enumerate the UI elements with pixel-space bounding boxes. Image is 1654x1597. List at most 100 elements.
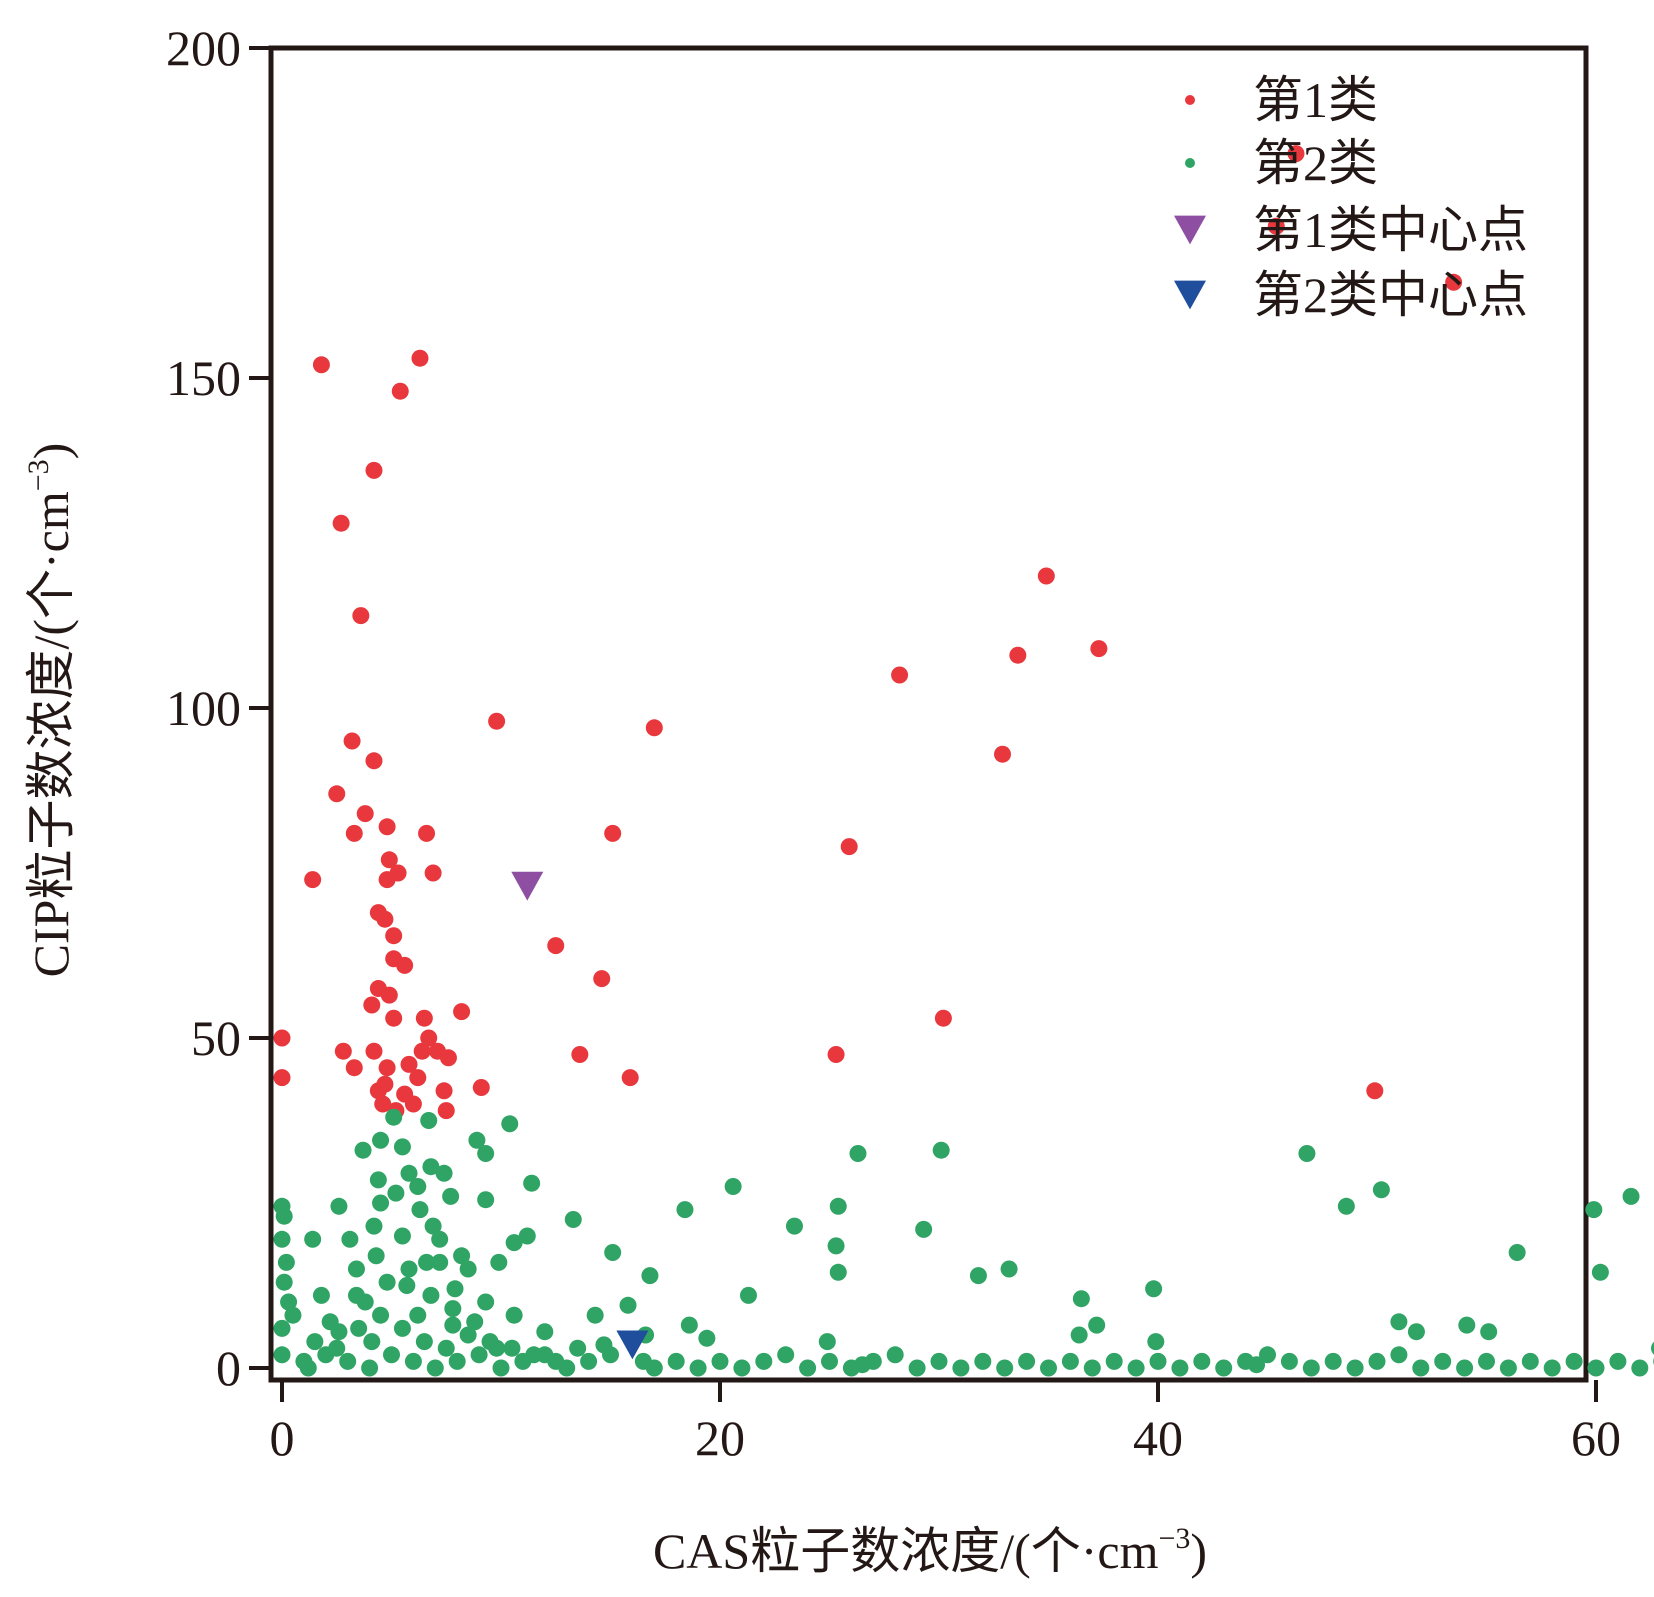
series-1-point — [385, 1009, 403, 1027]
series-1-point — [994, 745, 1012, 763]
series-1-point — [376, 910, 394, 928]
series-2-point — [1609, 1352, 1627, 1370]
y-tick-label: 200 — [166, 20, 241, 76]
series-2-point — [341, 1230, 359, 1248]
series-1-point — [345, 1059, 363, 1077]
series-2-point — [304, 1230, 322, 1248]
series-1-point — [645, 719, 663, 737]
series-2-point — [503, 1339, 521, 1357]
series-1-point — [411, 349, 429, 367]
series-2-point — [415, 1333, 433, 1351]
series-2-point — [849, 1145, 867, 1162]
series-2-point — [915, 1220, 933, 1238]
series-2-point — [1302, 1359, 1320, 1377]
series-1-point — [593, 970, 611, 988]
series-2-point — [409, 1306, 427, 1324]
series-2-point — [1324, 1352, 1342, 1370]
series-2-point — [424, 1217, 442, 1235]
series-2-point — [952, 1359, 970, 1377]
series-1-point — [343, 732, 361, 750]
series-2-point — [442, 1187, 460, 1205]
series-2-point — [369, 1171, 387, 1189]
series-2-point — [398, 1277, 416, 1294]
series-2-point — [676, 1201, 694, 1219]
series-2-point — [829, 1197, 847, 1215]
series-1-point — [328, 785, 346, 803]
x-tick-label: 0 — [270, 1410, 295, 1466]
series-2-point — [422, 1158, 440, 1176]
series-2-point — [273, 1319, 291, 1337]
series-2-point — [444, 1300, 462, 1318]
series-2-point — [827, 1237, 845, 1255]
series-2-point — [580, 1352, 598, 1370]
series-2-point — [339, 1352, 357, 1370]
series-1-point — [1445, 273, 1463, 291]
series-2-point — [969, 1267, 987, 1285]
legend-marker — [1185, 158, 1195, 168]
series-1-point — [453, 1003, 471, 1021]
series-1-point — [547, 937, 565, 955]
series-2-point — [1193, 1352, 1211, 1370]
series-2-point — [1412, 1359, 1430, 1377]
series-2-point — [667, 1352, 685, 1370]
series-2-point — [393, 1319, 411, 1337]
series-2-point — [418, 1253, 436, 1271]
series-2-point — [1280, 1352, 1298, 1370]
series-2-point — [930, 1352, 948, 1370]
series-1-point — [404, 1095, 422, 1113]
series-2-point — [492, 1359, 510, 1377]
series-2-point — [680, 1316, 698, 1334]
series-1-point — [312, 356, 330, 374]
series-2-point — [733, 1359, 751, 1377]
series-2-point — [426, 1359, 444, 1377]
series-2-point — [453, 1247, 471, 1265]
series-2-point — [435, 1164, 453, 1182]
legend-label: 第2类 — [1253, 135, 1378, 191]
series-2-point — [829, 1263, 847, 1281]
series-2-point — [459, 1260, 477, 1278]
series-2-point — [468, 1131, 486, 1149]
series-3-point — [511, 871, 544, 901]
series-2-point — [821, 1352, 838, 1370]
series-1-point — [334, 1042, 352, 1060]
series-1-point — [439, 1049, 457, 1067]
series-1-point — [273, 1069, 291, 1087]
series-1-point — [1090, 640, 1108, 658]
plot-frame — [268, 45, 1589, 1383]
series-2-point — [1215, 1359, 1233, 1377]
series-2-point — [1259, 1346, 1276, 1364]
series-2-point — [350, 1319, 368, 1337]
series-1-point — [1037, 567, 1055, 585]
legend-label: 第1类 — [1253, 72, 1378, 128]
x-tick-label: 20 — [695, 1410, 745, 1466]
series-2-point — [387, 1184, 405, 1202]
series-2-point — [525, 1346, 543, 1364]
series-1-point — [365, 752, 383, 770]
series-2-point — [378, 1273, 396, 1291]
series-2-point — [431, 1253, 449, 1271]
series-2-point — [1147, 1333, 1165, 1351]
series-1-point — [365, 1042, 383, 1060]
series-2-point — [785, 1217, 803, 1235]
series-2-point — [1040, 1359, 1057, 1377]
series-1-point — [385, 927, 403, 945]
series-2-point — [444, 1316, 462, 1334]
y-axis-label: CIP粒子数浓度/(个·cm−3) — [22, 443, 79, 978]
series-2-point — [420, 1112, 438, 1129]
series-2-point — [604, 1244, 622, 1261]
series-2-point — [996, 1359, 1014, 1377]
series-2-point — [739, 1286, 757, 1304]
series-2-point — [853, 1356, 871, 1374]
legend-label: 第2类中心点 — [1253, 267, 1528, 323]
series-1-point — [488, 712, 506, 730]
series-1-point — [1366, 1082, 1384, 1100]
series-2-point — [1372, 1181, 1390, 1199]
series-2-point — [1478, 1352, 1495, 1370]
legend-marker — [1174, 280, 1206, 310]
series-1-point — [437, 1102, 455, 1120]
series-2-point — [1000, 1260, 1018, 1278]
series-2-point — [275, 1273, 293, 1291]
series-2-point — [1651, 1341, 1654, 1355]
